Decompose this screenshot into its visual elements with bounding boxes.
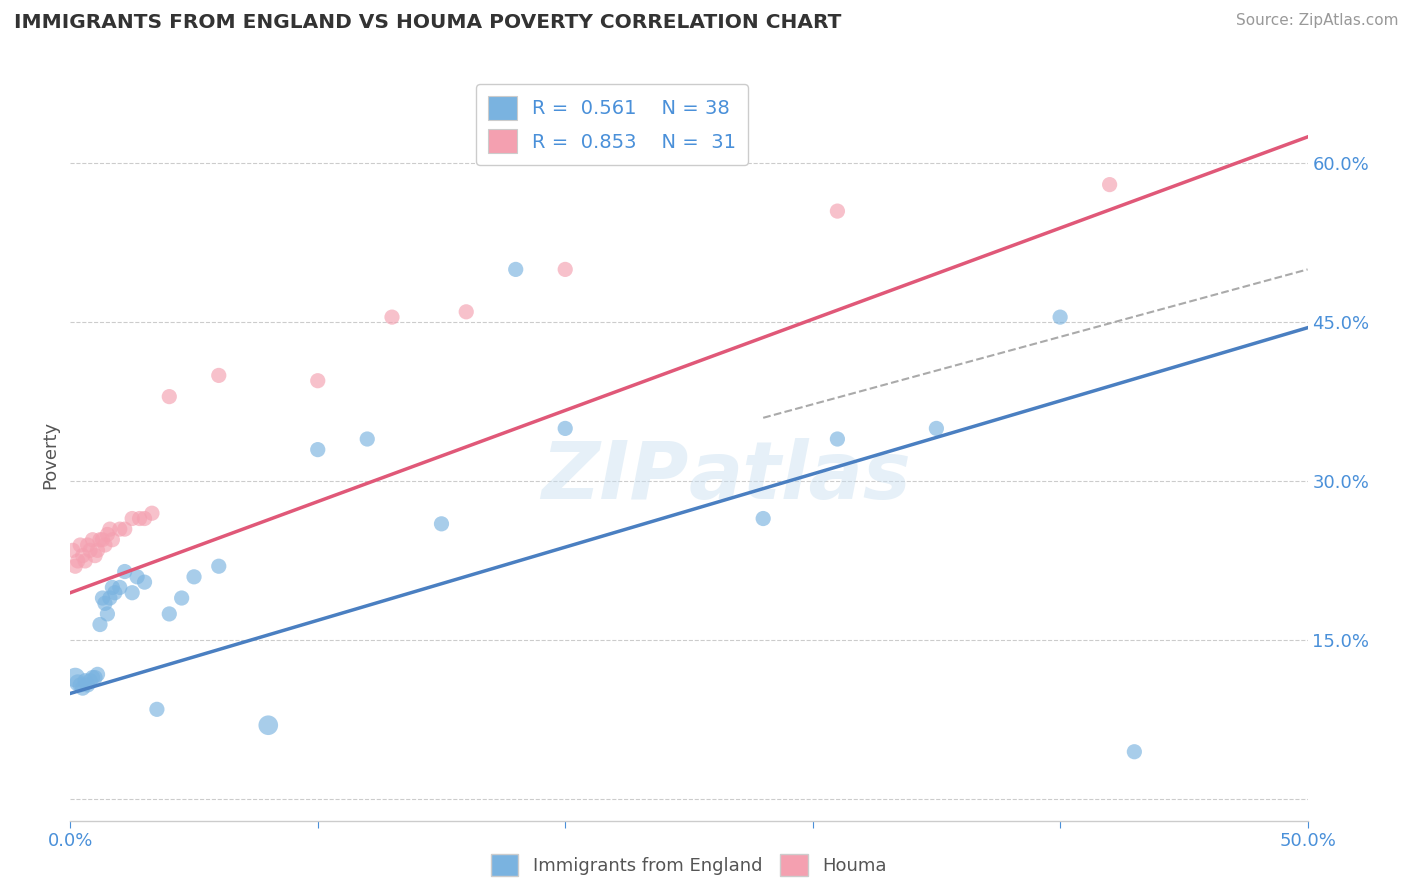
Point (96, 607, 118, 621)
Point (86, 543, 108, 558)
Point (72, 681, 94, 695)
Point (86, 667, 108, 681)
Legend: Immigrants from England, Houma: Immigrants from England, Houma (484, 847, 894, 883)
Point (134, 511, 156, 525)
Point (827, 204, 849, 219)
Point (752, 511, 775, 525)
Point (76, 678, 98, 692)
Text: ZIP: ZIP (541, 438, 689, 516)
Point (101, 533, 124, 547)
Point (72, 549, 94, 563)
Point (134, 575, 156, 590)
Point (84, 671, 107, 685)
Point (89, 533, 111, 547)
Point (94, 596, 117, 610)
Point (82, 533, 104, 547)
Point (307, 374, 329, 388)
Point (91, 591, 114, 605)
Legend: R =  0.561    N = 38, R =  0.853    N =  31: R = 0.561 N = 38, R = 0.853 N = 31 (477, 84, 748, 165)
Point (96, 527, 118, 541)
Point (1049, 310, 1071, 325)
Point (170, 591, 193, 605)
Y-axis label: Poverty: Poverty (41, 421, 59, 489)
Point (925, 421, 948, 435)
Point (208, 559, 231, 574)
Point (127, 570, 149, 584)
Point (307, 442, 329, 457)
Point (430, 516, 453, 531)
Point (98, 522, 121, 536)
Point (146, 702, 169, 716)
Point (505, 262, 527, 277)
Point (66, 554, 89, 568)
Point (208, 368, 231, 383)
Point (157, 390, 180, 404)
Point (827, 432, 849, 446)
Point (89, 617, 111, 632)
Point (1098, 178, 1121, 192)
Point (108, 522, 131, 536)
Text: atlas: atlas (689, 438, 911, 516)
Point (79, 673, 101, 688)
Point (76, 538, 98, 552)
Point (65, 671, 87, 685)
Point (108, 581, 131, 595)
Point (121, 511, 143, 525)
Point (128, 511, 150, 525)
Point (82, 671, 104, 685)
Text: IMMIGRANTS FROM ENGLAND VS HOUMA POVERTY CORRELATION CHART: IMMIGRANTS FROM ENGLAND VS HOUMA POVERTY… (14, 13, 841, 32)
Point (356, 432, 378, 446)
Point (79, 543, 101, 558)
Point (101, 581, 124, 595)
Point (1123, 745, 1146, 759)
Point (98, 591, 121, 605)
Point (554, 421, 576, 435)
Point (114, 565, 136, 579)
Point (66, 676, 89, 690)
Point (257, 718, 280, 732)
Point (183, 570, 205, 584)
Point (69, 678, 91, 692)
Point (141, 506, 163, 520)
Point (554, 262, 576, 277)
Text: Source: ZipAtlas.com: Source: ZipAtlas.com (1236, 13, 1399, 29)
Point (121, 585, 143, 599)
Point (91, 533, 114, 547)
Point (94, 538, 117, 552)
Point (69, 538, 91, 552)
Point (75, 554, 97, 568)
Point (381, 310, 404, 325)
Point (114, 522, 136, 536)
Point (456, 305, 478, 319)
Point (65, 559, 87, 574)
Point (104, 585, 127, 599)
Point (62, 543, 84, 558)
Point (157, 607, 180, 621)
Point (84, 549, 107, 563)
Point (75, 673, 97, 688)
